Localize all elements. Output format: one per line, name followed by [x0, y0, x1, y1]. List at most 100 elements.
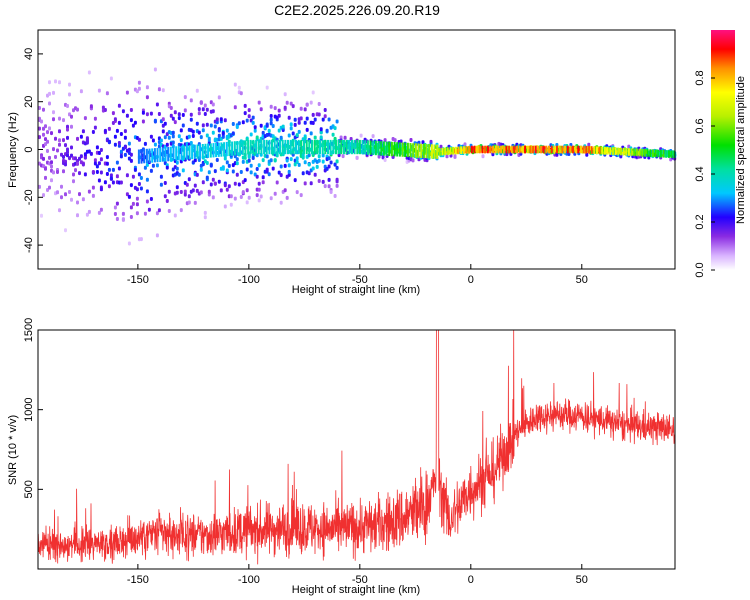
spectrogram-band-cell	[169, 146, 172, 161]
spectrogram-cell	[317, 179, 321, 183]
spectrogram-cell	[229, 194, 233, 199]
spectrogram-cell	[221, 131, 225, 135]
spectrogram-cell	[157, 208, 161, 213]
spectrogram-cell	[297, 162, 301, 167]
spectrogram-band-cell	[164, 147, 167, 162]
spectrogram-cell	[295, 160, 299, 164]
spectrogram-cell	[72, 172, 75, 177]
spectrogram-cell	[317, 154, 321, 159]
spectrogram-band-cell	[145, 148, 148, 164]
spectrogram-cell	[171, 140, 175, 145]
spectrogram-cell	[78, 192, 81, 197]
spectrogram-band-cell	[175, 146, 178, 161]
spectrogram-band-cell	[604, 146, 606, 155]
spectrogram-cell	[135, 211, 139, 216]
spectrogram-band-cell	[492, 145, 495, 154]
spectrogram-cell	[289, 122, 293, 127]
spectrogram-cell	[42, 132, 45, 137]
spectrogram-band-cell	[239, 140, 242, 156]
spectrogram-cell	[81, 129, 85, 134]
spectrogram-cell	[211, 195, 215, 200]
spectrogram-band-cell	[532, 145, 535, 154]
spectrogram-cell	[321, 117, 325, 122]
spectrogram-band-cell	[444, 147, 447, 156]
spectrogram-cell	[291, 104, 295, 109]
spectrogram-cell	[175, 185, 179, 190]
spectrogram-band-cell	[329, 139, 332, 155]
spectrogram-band-cell	[542, 145, 545, 154]
spectrogram-cell	[267, 172, 271, 177]
snr-series-line	[37, 329, 676, 565]
spectrogram-band-cell	[369, 140, 372, 155]
spectrogram-cell	[179, 190, 183, 194]
spectrogram-cell	[323, 108, 327, 112]
spectrogram-cell	[205, 161, 209, 165]
y-tick-label: 500	[23, 480, 35, 498]
spectrogram-band-cell	[580, 145, 582, 154]
spectrogram-band-cell	[425, 144, 428, 159]
spectrogram-cell	[331, 132, 335, 137]
spectrogram-cell	[165, 165, 169, 170]
spectrogram-cell	[261, 130, 265, 135]
spectrogram-cell	[139, 186, 143, 191]
spectrogram-band-cell	[521, 145, 524, 154]
spectrogram-cell	[463, 142, 467, 147]
spectrogram-band-cell	[406, 142, 409, 158]
spectrogram-cell	[70, 124, 73, 129]
spectrogram-cell	[115, 128, 119, 133]
spectrogram-cell	[97, 178, 101, 183]
spectrogram-cell	[125, 173, 129, 178]
spectrogram-cell	[259, 194, 263, 199]
spectrogram-panel: -150 -100 -50 0 50 -40 -20 0 20 40 Height of str…	[7, 29, 677, 296]
spectrogram-cell	[191, 129, 195, 134]
spectrogram-cell	[273, 158, 277, 163]
spectrogram-cell	[277, 128, 281, 133]
spectrogram-band-cell	[390, 141, 393, 157]
spectrogram-cell	[281, 124, 285, 129]
spectrogram-cell	[287, 163, 291, 168]
spectrogram-cell	[117, 166, 121, 171]
spectrogram-cell	[279, 173, 283, 178]
spectrogram-band-cell	[244, 140, 247, 155]
snr-x-ticks: -150 -100 -50 0 50	[127, 564, 588, 586]
spectrogram-cell	[129, 183, 133, 188]
spectrogram-cell	[193, 158, 197, 163]
spectrogram-cell	[285, 195, 289, 200]
spectrogram-cell	[163, 181, 167, 185]
spectrogram-cell	[265, 85, 269, 90]
spectrogram-cell	[209, 123, 213, 128]
colorbar-tick-label: 0.2	[694, 214, 706, 229]
spectrogram-cell	[265, 154, 269, 159]
spectrogram-band-cell	[366, 140, 369, 155]
spectrogram-cell	[93, 116, 97, 121]
spectrogram-cell	[139, 237, 143, 242]
spectrogram-cell	[70, 153, 73, 158]
spectrogram-band-cell	[337, 139, 340, 155]
spectrogram-cell	[205, 175, 209, 180]
spectrogram-band-cell	[436, 144, 439, 159]
spectrogram-cell	[183, 192, 187, 197]
spectrogram-cell	[42, 193, 45, 198]
spectrogram-cell	[111, 167, 115, 172]
spectrogram-cell	[58, 142, 61, 147]
spectrogram-cell	[261, 180, 265, 185]
spectrogram-cell	[91, 193, 95, 198]
spectrogram-cell	[97, 88, 101, 93]
spectrogram-cell	[113, 205, 117, 210]
colorbar-gradient	[711, 30, 735, 270]
spectrogram-cell	[50, 178, 53, 183]
spectrogram-cell	[54, 155, 57, 159]
spectrogram-cell	[329, 190, 333, 194]
spectrogram-cell	[195, 88, 199, 93]
spectrogram-cell	[275, 180, 279, 185]
spectrogram-cell	[70, 145, 73, 150]
spectrogram-cell	[341, 154, 345, 159]
spectrogram-cell	[171, 134, 175, 139]
spectrogram-cell	[119, 180, 123, 185]
spectrogram-cell	[44, 166, 47, 171]
spectrogram-cell	[79, 134, 83, 139]
spectrogram-band-cell	[308, 139, 311, 155]
spectrogram-cell	[137, 182, 141, 186]
spectrogram-band-cell	[601, 146, 604, 155]
spectrogram-cell	[129, 118, 133, 123]
